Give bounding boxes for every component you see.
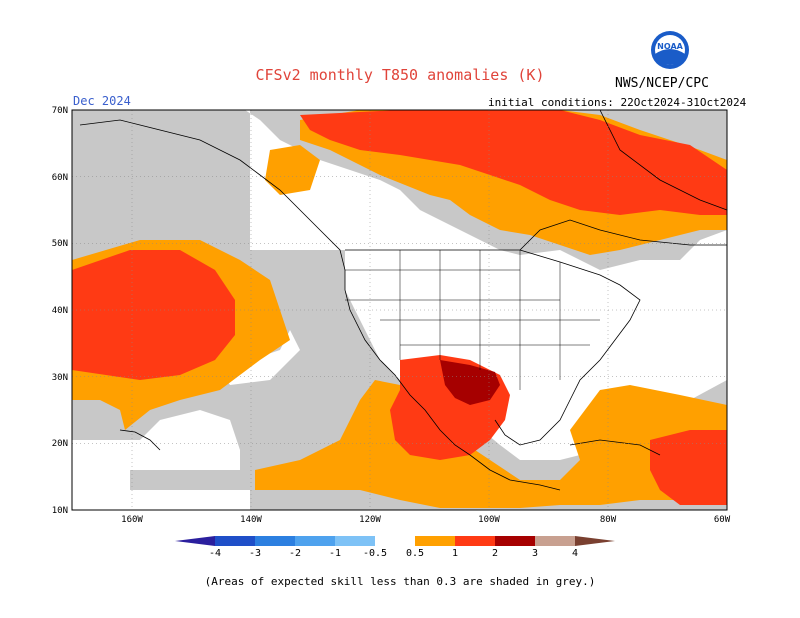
colorbar-cell-1 <box>215 536 255 546</box>
colorbar-cell-10 <box>575 536 615 546</box>
longitude-axis: 160W 140W 120W 100W 80W 60W <box>121 515 731 525</box>
lat-label-40n: 40N <box>52 306 68 316</box>
grid-lines <box>72 110 727 510</box>
colorbar-label-2: -2 <box>289 548 301 559</box>
noaa-logo-icon: NOAA <box>651 31 689 69</box>
colorbar-cell-3 <box>295 536 335 546</box>
lat-label-50n: 50N <box>52 239 68 249</box>
colorbar-cell-5 <box>375 536 415 546</box>
footnote: (Areas of expected skill less than 0.3 a… <box>204 575 596 588</box>
colorbar-label-6: 1 <box>452 548 458 559</box>
lat-label-10n: 10N <box>52 506 68 516</box>
colorbar-cell-0 <box>175 536 215 546</box>
colorbar-cell-2 <box>255 536 295 546</box>
colorbar: -4 -3 -2 -1 -0.5 0.5 1 2 3 4 <box>175 536 615 559</box>
latitude-axis: 70N 60N 50N 40N 30N 20N 10N <box>52 106 68 516</box>
anomaly-2-3 <box>440 360 500 405</box>
colorbar-label-0: -4 <box>209 548 221 559</box>
lon-label-80w: 80W <box>600 515 617 525</box>
colorbar-cell-9 <box>535 536 575 546</box>
anomaly-1-2 <box>72 110 727 505</box>
coastlines <box>79 109 728 491</box>
colorbar-label-7: 2 <box>492 548 498 559</box>
colorbar-label-1: -3 <box>249 548 261 559</box>
lat-label-20n: 20N <box>52 439 68 449</box>
colorbar-cell-6 <box>415 536 455 546</box>
lat-label-60n: 60N <box>52 173 68 183</box>
colorbar-label-9: 4 <box>572 548 578 559</box>
lon-label-120w: 120W <box>359 515 381 525</box>
colorbar-cell-8 <box>495 536 535 546</box>
logo-text: NOAA <box>657 42 683 51</box>
lat-label-30n: 30N <box>52 373 68 383</box>
forecast-month: Dec 2024 <box>73 94 131 108</box>
lon-label-140w: 140W <box>240 515 262 525</box>
colorbar-label-3: -1 <box>329 548 341 559</box>
colorbar-cell-4 <box>335 536 375 546</box>
chart-title: CFSv2 monthly T850 anomalies (K) <box>255 66 545 84</box>
lon-label-100w: 100W <box>478 515 500 525</box>
colorbar-label-8: 3 <box>532 548 538 559</box>
initial-conditions: initial conditions: 22Oct2024-31Oct2024 <box>488 96 747 109</box>
lat-label-70n: 70N <box>52 106 68 116</box>
state-borders <box>345 250 600 390</box>
colorbar-label-5: 0.5 <box>406 548 424 559</box>
lon-label-160w: 160W <box>121 515 143 525</box>
map-frame <box>71 109 728 511</box>
agency-label: NWS/NCEP/CPC <box>615 76 709 91</box>
colorbar-label-4: -0.5 <box>363 548 387 559</box>
colorbar-cell-7 <box>455 536 495 546</box>
lon-label-60w: 60W <box>714 515 731 525</box>
